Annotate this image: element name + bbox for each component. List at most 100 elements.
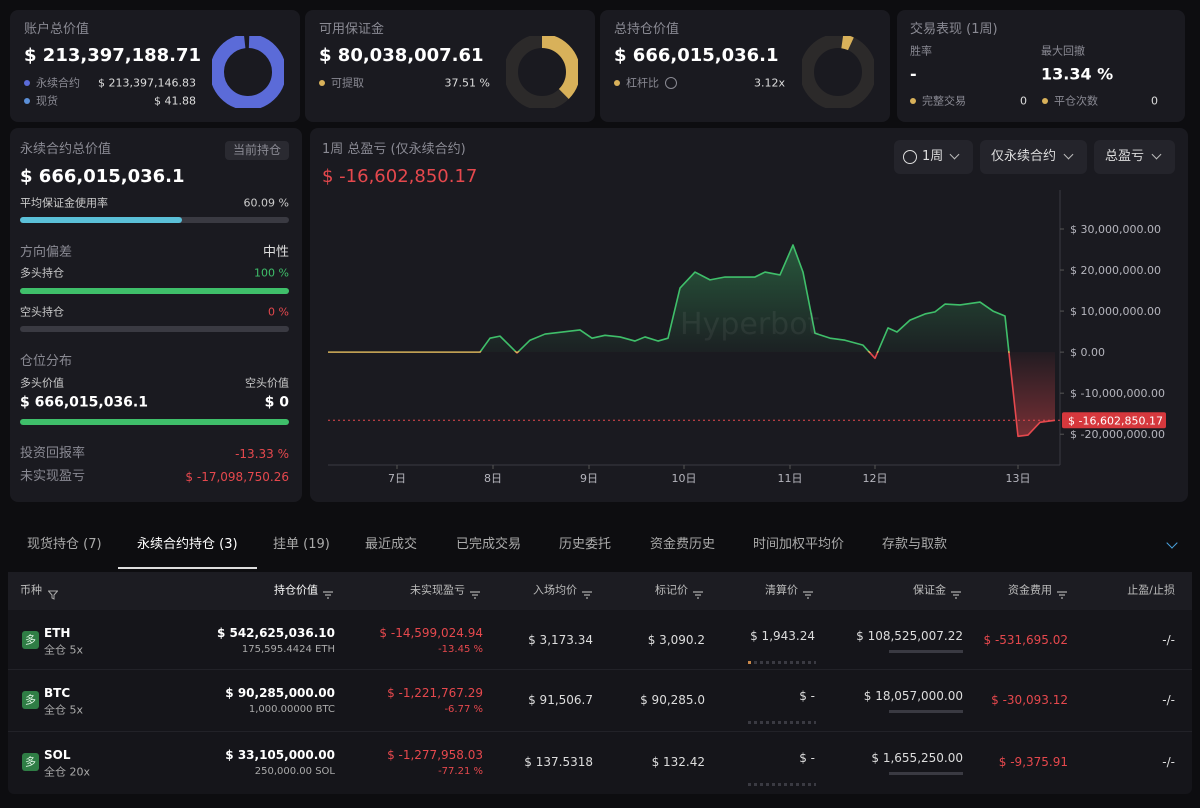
table-header-cell: 止盈/止损 bbox=[1127, 583, 1175, 597]
x-tick-label: 8日 bbox=[484, 472, 502, 485]
margin-mode: 全仓 5x bbox=[44, 703, 84, 717]
card-row-value: $ 213,397,146.83 bbox=[98, 76, 196, 90]
last-value-label: $ -16,602,850.17 bbox=[1068, 414, 1163, 427]
dropdown[interactable] bbox=[980, 140, 1087, 174]
label: 多头持仓 bbox=[20, 266, 64, 280]
tab[interactable]: 已完成交易 bbox=[456, 537, 522, 553]
panel-value: $ 666,015,036.1 bbox=[20, 166, 185, 188]
legend-dot bbox=[319, 80, 325, 86]
tab[interactable]: 永续合约持仓 (3) bbox=[137, 537, 238, 553]
coin: ETH bbox=[44, 625, 71, 640]
sort-icon[interactable] bbox=[803, 585, 813, 599]
side-badge bbox=[22, 691, 39, 709]
sort-icon[interactable] bbox=[951, 585, 961, 599]
dot bbox=[814, 661, 817, 664]
tp-sl[interactable]: -/- bbox=[1162, 692, 1175, 707]
collapse-chevron[interactable] bbox=[1166, 537, 1178, 549]
mark-price: $ 90,285.0 bbox=[640, 692, 705, 707]
dropdown[interactable] bbox=[1094, 140, 1175, 174]
dropdown-label[interactable]: 总盈亏 bbox=[1105, 149, 1145, 165]
dot bbox=[784, 783, 787, 786]
entry-price: $ 91,506.7 bbox=[528, 692, 593, 707]
table-header-cell[interactable]: 持仓价值 bbox=[274, 583, 318, 597]
funding-fee: $ -9,375.91 bbox=[998, 754, 1068, 769]
tab[interactable]: 时间加权平均价 bbox=[753, 537, 845, 553]
margin-track bbox=[889, 650, 963, 653]
donut-ring bbox=[212, 36, 284, 108]
dot bbox=[796, 661, 799, 664]
dot bbox=[784, 721, 787, 724]
sort-icon[interactable] bbox=[323, 585, 333, 599]
tp-sl[interactable]: -/- bbox=[1162, 632, 1175, 647]
dropdown-label[interactable]: 1周 bbox=[922, 149, 944, 165]
table-header-cell[interactable]: 清算价 bbox=[765, 583, 798, 597]
stat-label: 平仓次数 bbox=[1054, 94, 1098, 108]
margin: $ 18,057,000.00 bbox=[863, 688, 963, 703]
donut-position bbox=[802, 36, 874, 108]
tab[interactable]: 现货持仓 (7) bbox=[27, 537, 102, 553]
tab[interactable]: 挂单 (19) bbox=[273, 537, 330, 553]
tab[interactable]: 最近成交 bbox=[365, 537, 418, 553]
value: $ 666,015,036.1 bbox=[20, 394, 148, 411]
donut-track bbox=[802, 36, 874, 108]
sort-glyph bbox=[1057, 591, 1067, 599]
dot bbox=[760, 783, 763, 786]
stat-value: 0 bbox=[1151, 94, 1158, 108]
coin: SOL bbox=[44, 747, 71, 762]
table-header-cell[interactable]: 未实现盈亏 bbox=[410, 583, 465, 597]
dot bbox=[790, 661, 793, 664]
tab[interactable]: 历史委托 bbox=[559, 537, 612, 553]
dot bbox=[766, 661, 769, 664]
dropdown-label[interactable]: 仅永续合约 bbox=[991, 149, 1057, 165]
distribution-bar bbox=[20, 419, 289, 425]
table-header-cell[interactable]: 标记价 bbox=[655, 583, 688, 597]
card-value: $ 666,015,036.1 bbox=[614, 45, 779, 67]
watermark: Hyperbot bbox=[680, 307, 820, 342]
sort-icon[interactable] bbox=[582, 585, 592, 599]
dot bbox=[778, 721, 781, 724]
value: $ -17,098,750.26 bbox=[185, 469, 289, 484]
y-tick-label: $ 0.00 bbox=[1070, 346, 1105, 359]
dot bbox=[808, 783, 811, 786]
stat-label: 胜率 bbox=[910, 44, 932, 58]
x-tick-label: 7日 bbox=[388, 472, 406, 485]
tp-sl[interactable]: -/- bbox=[1162, 754, 1175, 769]
label: 未实现盈亏 bbox=[20, 469, 86, 485]
tab[interactable]: 存款与取款 bbox=[882, 537, 948, 553]
table-header-cell[interactable]: 资金费用 bbox=[1008, 583, 1052, 597]
dot bbox=[766, 783, 769, 786]
label: 平均保证金使用率 bbox=[20, 196, 108, 210]
filter-icon[interactable] bbox=[47, 585, 59, 600]
label: 空头价值 bbox=[245, 376, 289, 390]
side-text: 多 bbox=[25, 755, 36, 769]
donut-arc bbox=[506, 36, 578, 108]
y-tick-label: $ 20,000,000.00 bbox=[1070, 264, 1161, 277]
sort-icon[interactable] bbox=[1057, 585, 1067, 599]
sort-icon[interactable] bbox=[470, 585, 480, 599]
margin-track bbox=[889, 772, 963, 775]
dot bbox=[784, 661, 787, 664]
card-value: $ 213,397,188.71 bbox=[24, 45, 202, 67]
sort-icon[interactable] bbox=[693, 585, 703, 599]
table-header-cell[interactable]: 保证金 bbox=[913, 583, 946, 597]
dot bbox=[790, 721, 793, 724]
dot-scale bbox=[748, 721, 817, 724]
y-tick-label: $ -10,000,000.00 bbox=[1070, 387, 1165, 400]
badge-text: 当前持仓 bbox=[232, 142, 282, 157]
unrealized-pnl: $ -1,277,958.03 bbox=[387, 747, 483, 762]
liq-dots bbox=[748, 710, 817, 724]
row-divider bbox=[8, 731, 1192, 732]
position-size: 175,595.4424 ETH bbox=[241, 644, 335, 655]
legend-dot bbox=[24, 98, 30, 104]
table-header-cell[interactable]: 入场均价 bbox=[533, 583, 577, 597]
position-value: $ 542,625,036.10 bbox=[216, 625, 335, 640]
entry-price: $ 3,173.34 bbox=[528, 632, 593, 647]
tab[interactable]: 资金费历史 bbox=[650, 537, 716, 553]
short-bar-track bbox=[20, 326, 289, 332]
performance-card bbox=[897, 10, 1185, 122]
x-tick-label: 13日 bbox=[1006, 472, 1031, 485]
card-title: 账户总价值 bbox=[24, 22, 90, 38]
liquidation-price: $ 1,943.24 bbox=[750, 628, 815, 643]
y-tick-label: $ 10,000,000.00 bbox=[1070, 305, 1161, 318]
